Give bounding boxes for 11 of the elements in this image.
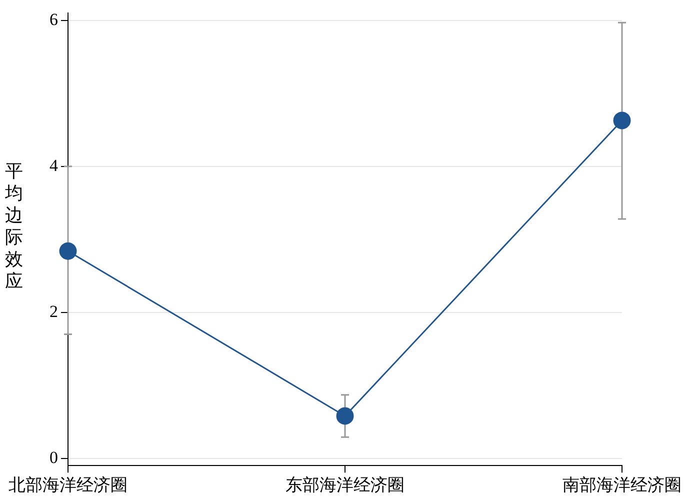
x-tick-label: 东部海洋经济圈 bbox=[286, 475, 404, 494]
y-tick-label: 2 bbox=[50, 302, 58, 321]
point bbox=[59, 242, 77, 260]
y-tick-label: 6 bbox=[50, 10, 58, 29]
y-tick-label: 4 bbox=[50, 156, 58, 175]
point bbox=[613, 112, 631, 130]
x-tick-label: 南部海洋经济圈 bbox=[562, 475, 682, 494]
point bbox=[336, 407, 354, 425]
x-tick-label: 北部海洋经济圈 bbox=[8, 475, 128, 494]
y-axis-title: 平均边际效应 bbox=[4, 160, 24, 292]
y-tick-label: 0 bbox=[50, 448, 58, 467]
